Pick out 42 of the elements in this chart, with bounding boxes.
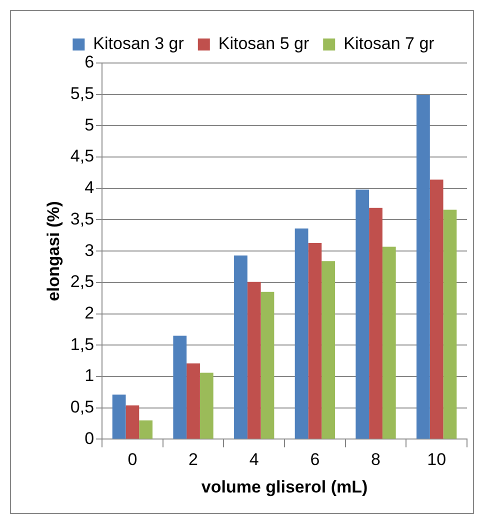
bar xyxy=(294,228,308,439)
y-axis-title: elongasi (%) xyxy=(44,201,63,302)
bar xyxy=(200,372,214,439)
y-tick-label: 2,5 xyxy=(70,272,94,292)
x-tick-label: 0 xyxy=(128,450,138,470)
x-tick-label: 4 xyxy=(249,450,259,470)
bar xyxy=(430,180,444,439)
y-tick-label: 4,5 xyxy=(70,146,94,166)
legend-label: Kitosan 3 gr xyxy=(93,34,184,54)
y-tick-label: 3,5 xyxy=(70,209,94,228)
bar xyxy=(186,363,200,439)
y-tick-label: 2 xyxy=(84,303,94,322)
bar xyxy=(139,420,153,439)
legend-label: Kitosan 7 gr xyxy=(344,34,435,54)
x-tick-label: 10 xyxy=(427,450,446,470)
y-tick-label: 3 xyxy=(84,240,94,260)
y-tick-label: 5 xyxy=(84,115,94,134)
bar xyxy=(322,261,336,439)
bar xyxy=(260,292,274,439)
bar xyxy=(308,242,322,439)
x-tick-label: 6 xyxy=(310,450,320,470)
y-tick-label: 4 xyxy=(84,178,94,198)
bar xyxy=(356,190,370,439)
bar xyxy=(112,394,126,439)
x-tick-label: 8 xyxy=(371,450,380,470)
bar xyxy=(247,282,261,439)
y-tick-label: 1 xyxy=(84,366,94,386)
y-tick-label: 6 xyxy=(84,52,94,72)
bar xyxy=(234,255,248,439)
y-tick-label: 5,5 xyxy=(70,84,94,104)
legend-label: Kitosan 5 gr xyxy=(218,34,310,54)
x-tick-label: 2 xyxy=(188,450,198,470)
bar xyxy=(416,94,430,439)
bar xyxy=(443,210,457,439)
y-tick-label: 1,5 xyxy=(70,334,94,354)
bar xyxy=(369,208,382,439)
y-tick-label: 0 xyxy=(84,428,94,448)
x-axis-title: volume gliserol (mL) xyxy=(201,477,368,496)
bar xyxy=(173,336,187,439)
bar xyxy=(382,246,396,439)
bar xyxy=(126,405,140,439)
y-tick-label: 0,5 xyxy=(70,398,94,417)
